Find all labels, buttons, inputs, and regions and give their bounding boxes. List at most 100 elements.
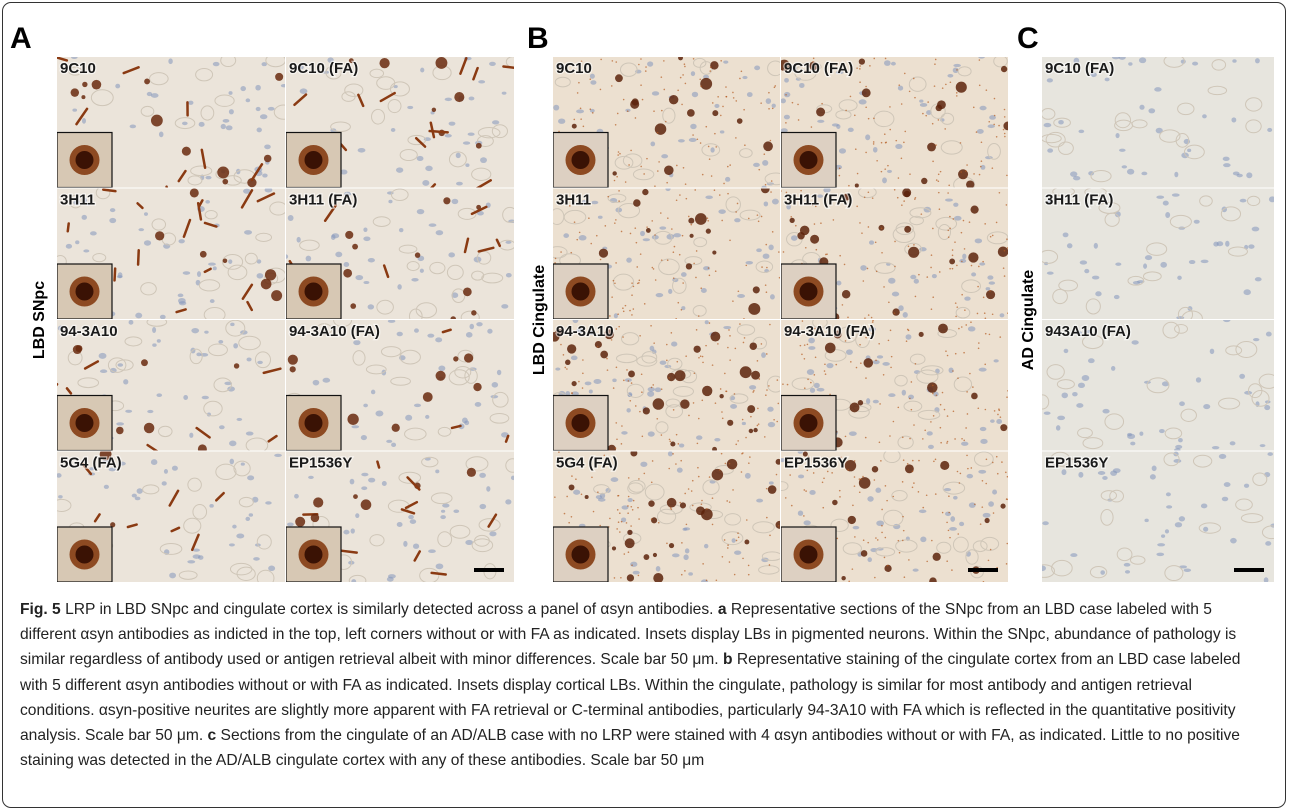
puncta [626,369,628,371]
puncta [939,271,941,273]
nucleus [978,56,985,59]
puncta [982,480,984,482]
puncta [1007,312,1009,314]
puncta [727,347,729,349]
lewy-body [633,199,640,206]
inset-lewy-body-core [76,283,94,301]
puncta [980,523,982,525]
nucleus [705,320,709,324]
nucleus [888,393,895,397]
puncta [735,137,737,139]
nucleus [1095,291,1101,296]
puncta [766,267,768,269]
nucleus [355,275,363,280]
nucleus [246,432,254,436]
nucleus [1175,522,1182,527]
puncta [967,413,969,415]
puncta [580,108,582,110]
lewy-body [904,191,910,197]
nucleus [1231,117,1236,122]
lewy-body [655,123,666,134]
puncta [702,563,704,565]
nucleus [230,323,234,327]
lewy-body [968,252,978,262]
nucleus [183,395,188,400]
nucleus [1266,332,1272,337]
puncta [1003,267,1005,269]
nucleus [429,223,437,226]
nucleus [668,289,672,294]
puncta [738,290,740,292]
puncta [945,84,947,86]
puncta [954,438,956,440]
puncta [978,342,980,344]
nucleus [388,320,396,323]
nucleus [219,425,225,429]
lewy-body [825,343,836,354]
nucleus [1210,349,1215,355]
lewy-body [471,310,476,315]
nucleus [511,476,515,481]
puncta [769,324,771,326]
nucleus [747,92,753,97]
nucleus [441,510,445,513]
puncta [643,473,645,475]
puncta [774,87,776,89]
puncta [621,443,623,445]
nucleus [945,198,953,201]
puncta [986,89,988,91]
nucleus [920,537,926,543]
nucleus [297,237,301,243]
puncta [847,317,849,319]
nucleus [405,415,412,421]
puncta [952,268,954,270]
nucleus [836,281,841,286]
nucleus [468,133,475,136]
nucleus [742,422,746,425]
lewy-body [712,251,716,255]
puncta [653,110,655,112]
panel-letter: B [527,22,549,55]
lewy-body [463,288,472,297]
lewy-body [473,383,481,391]
puncta [903,459,905,461]
puncta [965,170,967,172]
puncta [859,222,861,224]
nucleus [689,138,697,142]
puncta [757,214,759,216]
lewy-body [644,554,650,560]
nucleus [233,343,238,348]
puncta [628,496,630,498]
puncta [1006,396,1008,398]
nucleus [1201,504,1207,509]
tile-label: 3H11 [60,192,95,209]
puncta [700,355,702,357]
lewy-body [859,59,865,65]
puncta [667,259,669,261]
nucleus [734,218,740,222]
nucleus [979,262,985,265]
nucleus [1232,59,1236,63]
puncta [757,408,759,410]
puncta [639,280,641,282]
lewy-body [971,206,979,214]
lewy-body [966,180,974,188]
lewy-body [217,166,229,178]
tile-label: 9C10 (FA) [784,60,853,77]
nucleus [130,125,136,129]
lewy-body [432,108,436,112]
lewy-body [343,269,352,278]
nucleus [323,378,331,383]
puncta [590,243,592,245]
puncta [627,110,629,112]
nucleus [612,378,616,382]
puncta [903,530,905,532]
puncta [822,482,824,484]
nucleus [230,459,234,465]
nucleus [332,233,339,238]
puncta [854,460,856,462]
puncta [898,177,900,179]
nucleus [705,195,713,199]
nucleus [1098,471,1106,475]
lewy-body [116,427,124,435]
